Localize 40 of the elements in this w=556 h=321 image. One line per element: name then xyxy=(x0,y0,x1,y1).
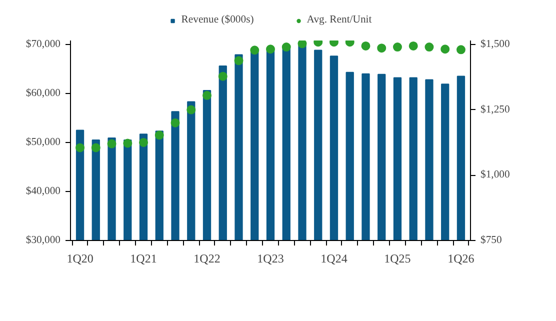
point xyxy=(266,44,275,54)
point xyxy=(186,105,196,114)
y-tick-label: $50,000 xyxy=(26,136,61,148)
x-tick-label: 1Q23 xyxy=(257,252,284,266)
x-tick-label: 1Q25 xyxy=(384,252,411,266)
point xyxy=(424,42,434,52)
y-tick-label: $40,000 xyxy=(26,186,61,197)
y-tick-label: $60,000 xyxy=(26,88,61,99)
point xyxy=(282,42,291,52)
point xyxy=(154,130,164,140)
legend-label: Avg. Rent/Unit xyxy=(306,14,372,26)
y2-tick-label: $1,000 xyxy=(480,170,510,181)
point xyxy=(392,42,402,52)
x-tick-label: 1Q21 xyxy=(130,252,157,266)
point xyxy=(298,40,307,48)
y2-tick-label: $1,250 xyxy=(480,104,510,116)
legend-label: Revenue ($000s) xyxy=(181,14,254,26)
point xyxy=(76,143,85,152)
point xyxy=(202,90,212,100)
point xyxy=(440,44,450,54)
point xyxy=(408,42,418,50)
x-tick-label: 1Q22 xyxy=(194,252,220,266)
point xyxy=(107,139,116,148)
point xyxy=(234,56,244,66)
point xyxy=(218,72,228,81)
point xyxy=(250,46,260,55)
point xyxy=(170,118,180,128)
point xyxy=(123,138,132,148)
y-tick-label: $70,000 xyxy=(26,38,61,50)
point xyxy=(377,44,386,53)
y-tick-label: $30,000 xyxy=(26,235,61,246)
x-tick-label: 1Q24 xyxy=(320,252,348,266)
y2-tick-label: $750 xyxy=(480,235,502,246)
point xyxy=(456,45,466,54)
y2-tick-label: $1,500 xyxy=(480,38,510,50)
x-tick-label: 1Q20 xyxy=(66,252,94,266)
point xyxy=(139,138,148,147)
point xyxy=(91,143,100,152)
point xyxy=(361,42,370,50)
x-tick-label: 1Q26 xyxy=(448,252,474,266)
